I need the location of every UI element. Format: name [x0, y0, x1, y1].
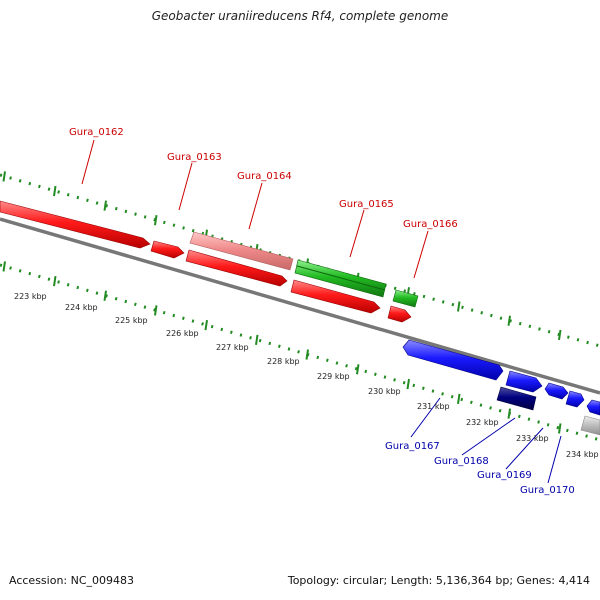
gene-red-row2-a[interactable]	[185, 249, 288, 287]
major-tick	[103, 290, 107, 301]
callout-line-gura-0162	[81, 139, 95, 185]
tick-label: 229 kbp	[317, 372, 350, 381]
gene-red-row2-b[interactable]	[290, 279, 381, 314]
major-tick	[406, 378, 410, 390]
callout-line-gura-0163	[178, 162, 193, 211]
gene-gura-0166[interactable]	[392, 289, 419, 308]
major-tick	[507, 408, 511, 419]
gene-label: Gura_0162	[69, 127, 124, 138]
major-tick	[558, 423, 562, 434]
genome-backbone	[0, 217, 600, 395]
tick-label: 232 kbp	[466, 418, 499, 427]
major-tick	[53, 275, 57, 287]
gene-gura-0169b[interactable]	[565, 390, 585, 408]
gene-label: Gura_0168	[434, 456, 489, 467]
major-tick	[154, 305, 158, 316]
callout-line-gura-0167	[410, 397, 441, 438]
tick-label: 231 kbp	[417, 402, 450, 411]
gene-gura-0165[interactable]	[294, 259, 387, 298]
gene-gura-0168[interactable]	[496, 386, 537, 411]
gene-gura-0162[interactable]	[0, 200, 151, 249]
tick-label: 228 kbp	[267, 357, 300, 366]
map-title: Geobacter uraniireducens Rf4, complete g…	[151, 9, 449, 23]
gene-gura-0164[interactable]	[189, 231, 294, 271]
gene-gura-0168-forward[interactable]	[505, 370, 543, 393]
callout-line-gura-0169	[505, 427, 544, 470]
gene-label: Gura_0165	[339, 199, 394, 210]
major-tick	[103, 200, 107, 211]
tick-label: 233 kbp	[516, 434, 549, 443]
major-tick	[457, 301, 461, 312]
major-tick	[255, 334, 259, 346]
callout-line-gura-0168	[461, 417, 516, 456]
gene-gura-0169[interactable]	[544, 382, 569, 400]
callout-line-gura-0166	[413, 230, 429, 279]
callout-line-gura-0165	[349, 209, 365, 258]
tick-label: 226 kbp	[166, 329, 199, 338]
tick-label: 230 kbp	[368, 387, 401, 396]
major-tick	[558, 329, 562, 341]
gene-label: Gura_0169	[477, 470, 532, 481]
gene-red-row2-c[interactable]	[387, 305, 412, 323]
major-tick	[154, 215, 158, 226]
tick-label: 234 kbp	[566, 450, 599, 459]
gene-label: Gura_0164	[237, 171, 292, 182]
genome-summary-text: Topology: circular; Length: 5,136,364 bp…	[287, 574, 590, 587]
major-tick	[305, 349, 309, 360]
gene-gura-0167[interactable]	[402, 339, 504, 381]
gene-label: Gura_0163	[167, 152, 222, 163]
callout-line-gura-0170	[547, 435, 562, 484]
gene-label: Gura_0167	[385, 441, 440, 452]
gene-gura-0163[interactable]	[150, 240, 185, 259]
major-tick	[457, 393, 461, 404]
major-tick	[507, 315, 511, 326]
callout-line-gura-0164	[248, 182, 263, 230]
gene-gura-0170[interactable]	[586, 399, 600, 416]
gene-label: Gura_0170	[520, 485, 575, 496]
tick-label: 227 kbp	[216, 343, 249, 352]
tick-label: 224 kbp	[65, 303, 98, 312]
gene-grey-partial[interactable]	[580, 415, 600, 436]
major-tick	[204, 320, 208, 331]
major-ticks	[2, 171, 562, 434]
major-tick	[356, 364, 360, 375]
accession-text: Accession: NC_009483	[9, 574, 135, 587]
tick-label: 223 kbp	[14, 292, 47, 301]
major-tick	[2, 261, 6, 272]
gene-label: Gura_0166	[403, 219, 458, 230]
major-tick	[2, 171, 6, 182]
tick-label: 225 kbp	[115, 316, 148, 325]
major-tick	[53, 185, 57, 197]
